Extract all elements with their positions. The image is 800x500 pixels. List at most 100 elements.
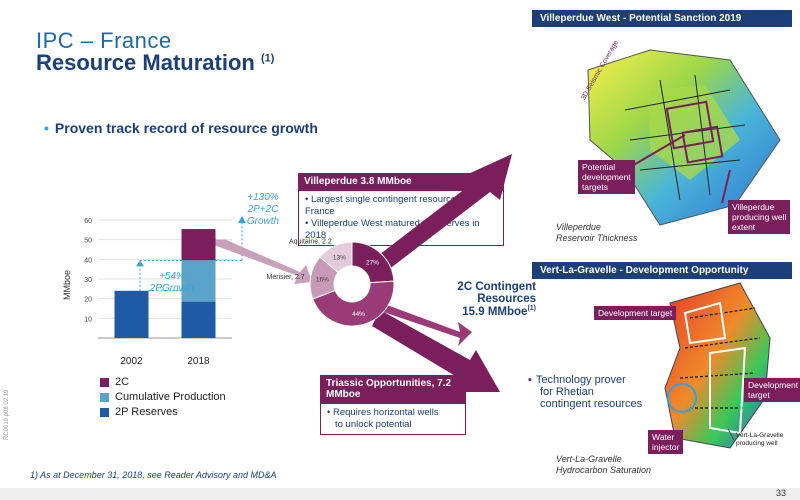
callout-potential-l3: targets: [582, 182, 608, 192]
villeperdue-bullet-1-text: Largest single contingent resource in Fr…: [305, 194, 467, 217]
callout-water-l1: Water: [652, 432, 675, 442]
legend-item-cumulative: Cumulative Production: [100, 391, 226, 403]
callout-potential-l2: development: [582, 172, 631, 182]
callout-dev2-l2: target: [748, 390, 770, 400]
triassic-bullet-1-text: Requires horizontal wells: [332, 407, 439, 418]
legend-label-2c: 2C: [115, 376, 130, 388]
donut-center-value: 15.9 MMboe: [462, 305, 528, 318]
page-title-text: Resource Maturation: [36, 50, 255, 75]
page-title-line2: Resource Maturation (1): [36, 50, 274, 76]
triassic-box: Triassic Opportunities, 7.2 MMboe • Requ…: [320, 375, 466, 435]
growth-2p-label: 2PGrowth: [149, 283, 195, 294]
y-tick-label: 30: [84, 277, 92, 284]
donut-percent-label: 44%: [352, 311, 365, 318]
growth-arrowhead-2p2c: [238, 216, 246, 224]
callout-water-l2: injector: [652, 442, 680, 452]
donut-center-label: 2C Contingent Resources 15.9 MMboe(1): [400, 281, 536, 318]
arrow-to-villeperdue: [370, 154, 512, 270]
bar-segment: [181, 301, 216, 338]
growth-2p-pct: +54%: [159, 271, 185, 282]
donut-percent-label: 13%: [333, 254, 346, 261]
y-tick-label: 60: [84, 218, 92, 225]
technology-line3: contingent resources: [540, 398, 643, 410]
donut-slice: [319, 241, 353, 274]
main-bullet-text: Proven track record of resource growth: [54, 120, 318, 136]
arrow-to-center-label: [366, 298, 472, 346]
title-footnote-ref: (1): [260, 52, 275, 65]
callout-producing-l1: Villeperdue: [732, 202, 775, 212]
triassic-bullet-2: to unlock potential: [335, 419, 412, 430]
x-tick-label: 2002: [120, 356, 143, 367]
bar-chart-legend: 2C Cumulative Production 2P Reserves: [100, 376, 226, 418]
bottom-map-caption-l2: Hydrocarbon Saturation: [556, 465, 652, 475]
villeperdue-bullet-1: • Largest single contingent resource in …: [305, 194, 467, 217]
y-tick-label: 50: [84, 238, 92, 245]
villeperdue-bullet-2: • Villeperdue West matured to reserves i…: [305, 218, 480, 241]
bottom-map-caption: Vert-La-Gravelle Hydrocarbon Saturation: [556, 454, 651, 476]
panel-top-title: Villeperdue West - Potential Sanction 20…: [532, 10, 792, 27]
y-tick-label: 20: [84, 297, 92, 304]
x-tick-label: 2018: [187, 356, 210, 367]
technology-bullet: ▪ Technology prover for Rhetian contingen…: [528, 374, 642, 410]
technology-line1-text: Technology prover: [535, 374, 626, 386]
side-document-id: RC0019 p08 02.19: [4, 389, 10, 440]
top-map-caption-l1: Villeperdue: [556, 222, 601, 232]
bullet-dot: •: [44, 120, 49, 136]
callout-potential-targets: Potential development targets: [578, 160, 635, 194]
callout-dev2-l1: Development: [748, 380, 799, 390]
technology-line1: ▪ Technology prover: [528, 374, 642, 386]
hydrocarbon-saturation-map: [664, 282, 771, 449]
villeperdue-bullet-2-text: Villeperdue West matured to reserves in …: [305, 218, 480, 241]
producing-well-legend-icon: ╲: [728, 430, 735, 441]
donut-center-value-line: 15.9 MMboe(1): [400, 305, 536, 318]
growth-2p2c-label: 2P+2C: [247, 204, 279, 215]
donut-center-sup: (1): [527, 305, 536, 312]
panel-bottom-title: Vert-La-Gravelle - Development Opportuni…: [532, 262, 792, 279]
villeperdue-box-heading: Villeperdue 3.8 MMboe: [298, 173, 504, 190]
page-title-line1: IPC – France: [36, 28, 172, 53]
growth-2p2c-label2: Growth: [246, 216, 280, 227]
legend-label-cumulative: Cumulative Production: [115, 391, 226, 403]
donut-slice: [312, 280, 395, 327]
growth-2p2c-pct: +130%: [247, 192, 279, 203]
donut-percent-label: 16%: [316, 276, 329, 283]
arrow-to-triassic: [372, 310, 500, 392]
growth-arrowhead-2p: [136, 260, 144, 267]
footnote: 1) As at December 31, 2018, see Reader A…: [30, 470, 277, 480]
top-map-caption-l2: Reservoir Thickness: [556, 233, 638, 243]
legend-label-2p: 2P Reserves: [115, 406, 178, 418]
triassic-box-heading: Triassic Opportunities, 7.2 MMboe: [320, 375, 466, 403]
callout-development-target-1: Development target: [594, 306, 677, 320]
callout-development-target-2: Development target: [744, 378, 800, 402]
technology-bullet-dot: ▪: [528, 374, 532, 386]
producing-well-legend: ╲ Vert-La-Gravelle producing well: [728, 431, 783, 448]
triassic-box-body: • Requires horizontal wells to unlock po…: [320, 403, 466, 435]
donut-percent-label: 27%: [366, 260, 379, 267]
y-tick-label: 10: [84, 316, 92, 323]
producing-legend-l2: producing well: [736, 440, 778, 447]
y-tick-label: 40: [84, 257, 92, 264]
bar-segment: [181, 229, 216, 261]
callout-potential-l1: Potential: [582, 162, 616, 172]
donut-center-title: 2C Contingent Resources: [457, 281, 536, 305]
legend-swatch-cumulative: [100, 392, 109, 402]
bar-to-donut-pointer: [215, 239, 312, 284]
page-number: 33: [775, 488, 786, 498]
callout-producing-l3: extent: [732, 222, 756, 232]
triassic-bullet-1: • Requires horizontal wells: [327, 407, 439, 418]
page-bar: [0, 488, 800, 500]
bottom-map-caption-l1: Vert-La-Gravelle: [556, 454, 622, 464]
reservoir-thickness-map: [587, 49, 781, 226]
bar-segment: [114, 290, 149, 338]
main-bullet: • Proven track record of resource growth: [44, 120, 318, 136]
callout-producing-extent: Villeperdue producing well extent: [728, 200, 791, 234]
top-map-caption: Villeperdue Reservoir Thickness: [556, 222, 638, 244]
legend-swatch-2c: [100, 377, 109, 387]
legend-item-2p: 2P Reserves: [100, 406, 226, 418]
growth-annotation-2p2c: +130% 2P+2C Growth: [236, 192, 290, 228]
callout-water-injector: Water injector: [648, 430, 684, 454]
legend-swatch-2p: [100, 407, 109, 417]
technology-line2: for Rhetian: [540, 386, 594, 398]
